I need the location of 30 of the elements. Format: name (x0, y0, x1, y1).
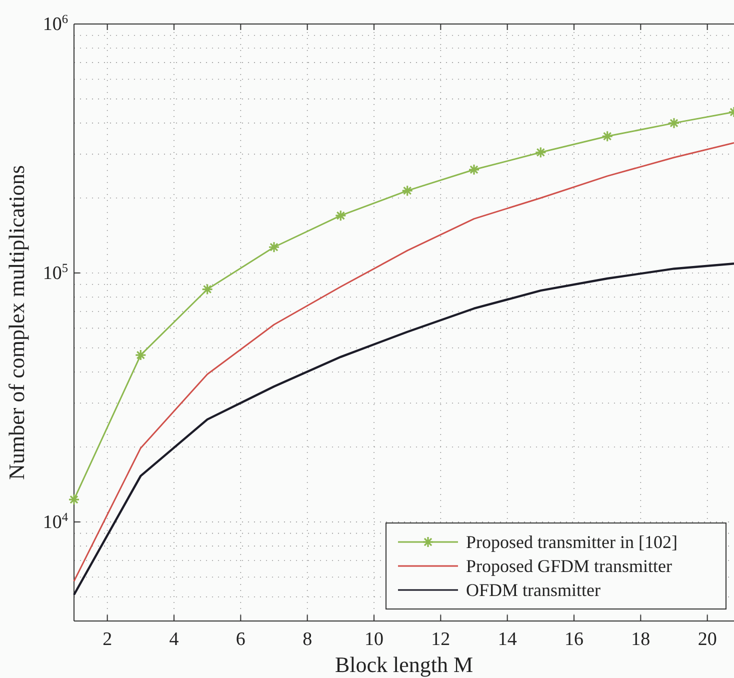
x-tick-label: 20 (698, 629, 717, 650)
line-series (72, 262, 734, 596)
x-tick-label: 14 (498, 629, 518, 650)
point (402, 184, 414, 197)
x-axis-title: Block length M (334, 652, 474, 677)
point (602, 130, 614, 142)
point (134, 349, 146, 361)
y-tick-label: 10$^{6}$ (42, 12, 68, 35)
x-tick-label: 10 (364, 629, 384, 650)
point (334, 210, 346, 222)
point (668, 117, 680, 129)
point (534, 146, 546, 158)
x-tick-label: 4 (169, 629, 180, 650)
x-tick-label: 8 (302, 629, 312, 650)
x-tick-label: 12 (431, 629, 450, 650)
y-tick-label: 10$^{5}$ (42, 260, 68, 284)
y-tick-label: 10$^{4}$ (42, 510, 68, 533)
point (202, 283, 214, 296)
legend-label: Proposed GFDM transmitter (466, 556, 672, 576)
line-series (73, 142, 734, 582)
legend-label: OFDM transmitter (466, 580, 600, 600)
point (268, 241, 280, 253)
x-tick-label: 2 (102, 629, 112, 650)
x-tick-label: 16 (564, 629, 584, 650)
x-tick-label: 18 (631, 629, 650, 650)
legend-label: Proposed transmitter in [102] (466, 532, 678, 552)
x-tick-label: 6 (236, 629, 246, 650)
y-axis-title: Number of complex multiplications (4, 165, 29, 480)
point (68, 494, 80, 506)
point (468, 164, 480, 176)
